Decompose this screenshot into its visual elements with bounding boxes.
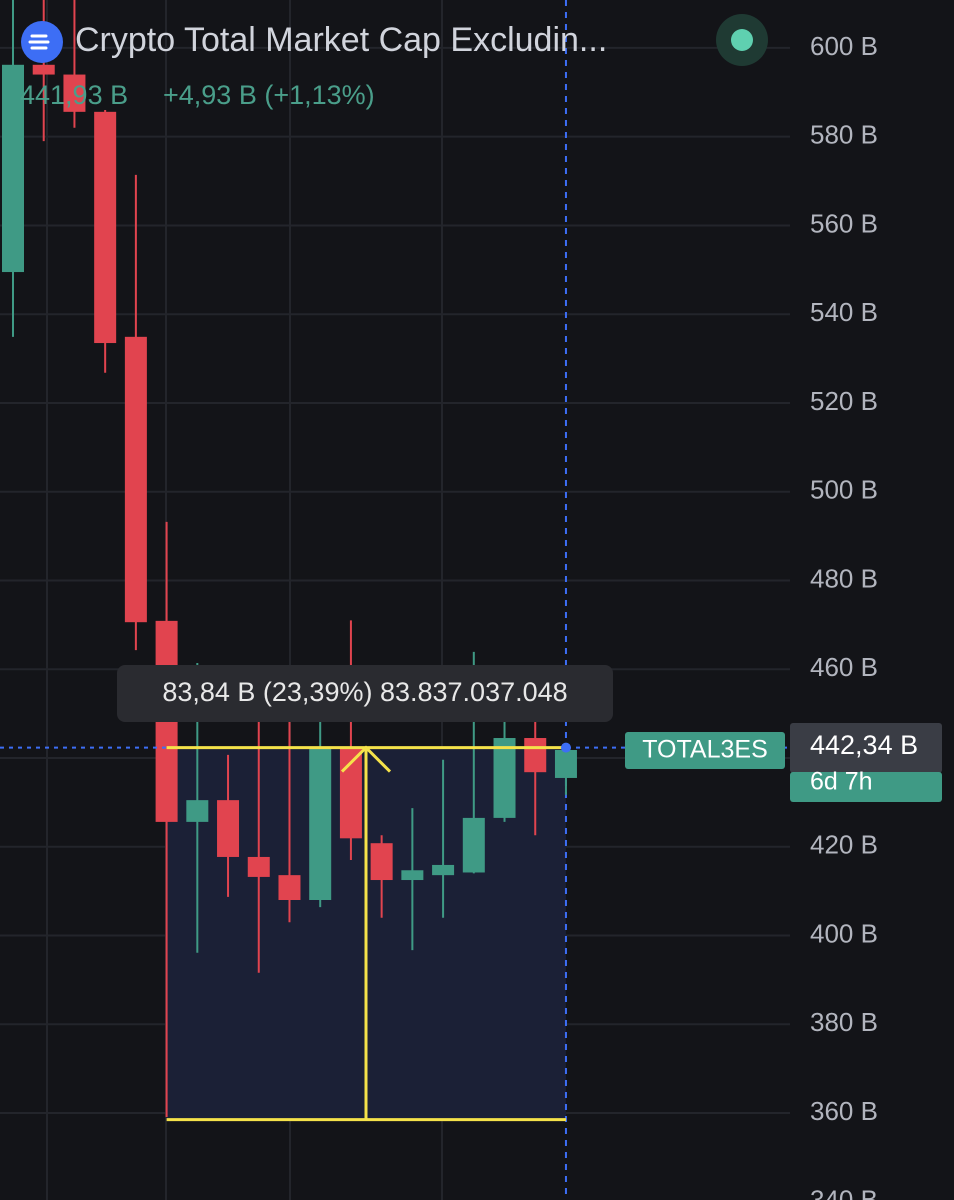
candle-body [370, 843, 393, 881]
chart-title: Crypto Total Market Cap Excludin... [75, 21, 607, 59]
candle-body [2, 64, 24, 273]
price-label: 442,34 B [810, 730, 918, 760]
candle-body [94, 111, 117, 344]
price-tag [790, 723, 942, 773]
y-tick-label: 460 B [810, 652, 878, 682]
y-tick-label: 540 B [810, 297, 878, 327]
measure-label-box [117, 665, 613, 722]
measure-arrowhead [340, 745, 392, 773]
countdown-tag [790, 772, 942, 802]
change: +4,93 B (+1,13%) [163, 80, 375, 110]
candle-body [186, 800, 209, 822]
candle-body [432, 864, 455, 876]
plot [0, 0, 790, 1200]
crosshair-dot [560, 742, 571, 753]
candle-body [247, 856, 270, 877]
symbol-label: TOTAL3ES [642, 736, 768, 764]
candle-body [493, 738, 516, 818]
symbol-tag [625, 732, 785, 769]
candle-body [554, 750, 577, 778]
y-tick-label: 580 B [810, 120, 878, 150]
y-tick-label: 400 B [810, 918, 878, 948]
countdown-label: 6d 7h [810, 768, 873, 796]
candle-body [524, 738, 547, 773]
y-tick-label: 600 B [810, 31, 878, 61]
y-tick-label: 500 B [810, 475, 878, 505]
y-tick-label: 340 B [810, 1185, 878, 1200]
y-tick-label: 380 B [810, 1007, 878, 1037]
candle-body [309, 747, 332, 900]
last-value: 441,93 B [20, 80, 128, 110]
candle-body [339, 747, 362, 839]
y-tick-label: 480 B [810, 563, 878, 593]
candle-body [32, 64, 55, 75]
symbol-icon-glyph [28, 34, 50, 50]
candle-body [217, 800, 240, 857]
candle-body [278, 875, 301, 900]
y-tick-label: 360 B [810, 1096, 878, 1126]
y-tick-label: 560 B [810, 208, 878, 238]
candle-body [401, 870, 424, 881]
candle-body [63, 74, 86, 112]
status-dot [731, 29, 753, 51]
measure-label: 83,84 B (23,39%) 83.837.037.048 [162, 677, 567, 707]
candle-body [124, 336, 147, 623]
y-tick-label: 520 B [810, 386, 878, 416]
y-tick-label: 420 B [810, 830, 878, 860]
candle-body [462, 817, 485, 873]
